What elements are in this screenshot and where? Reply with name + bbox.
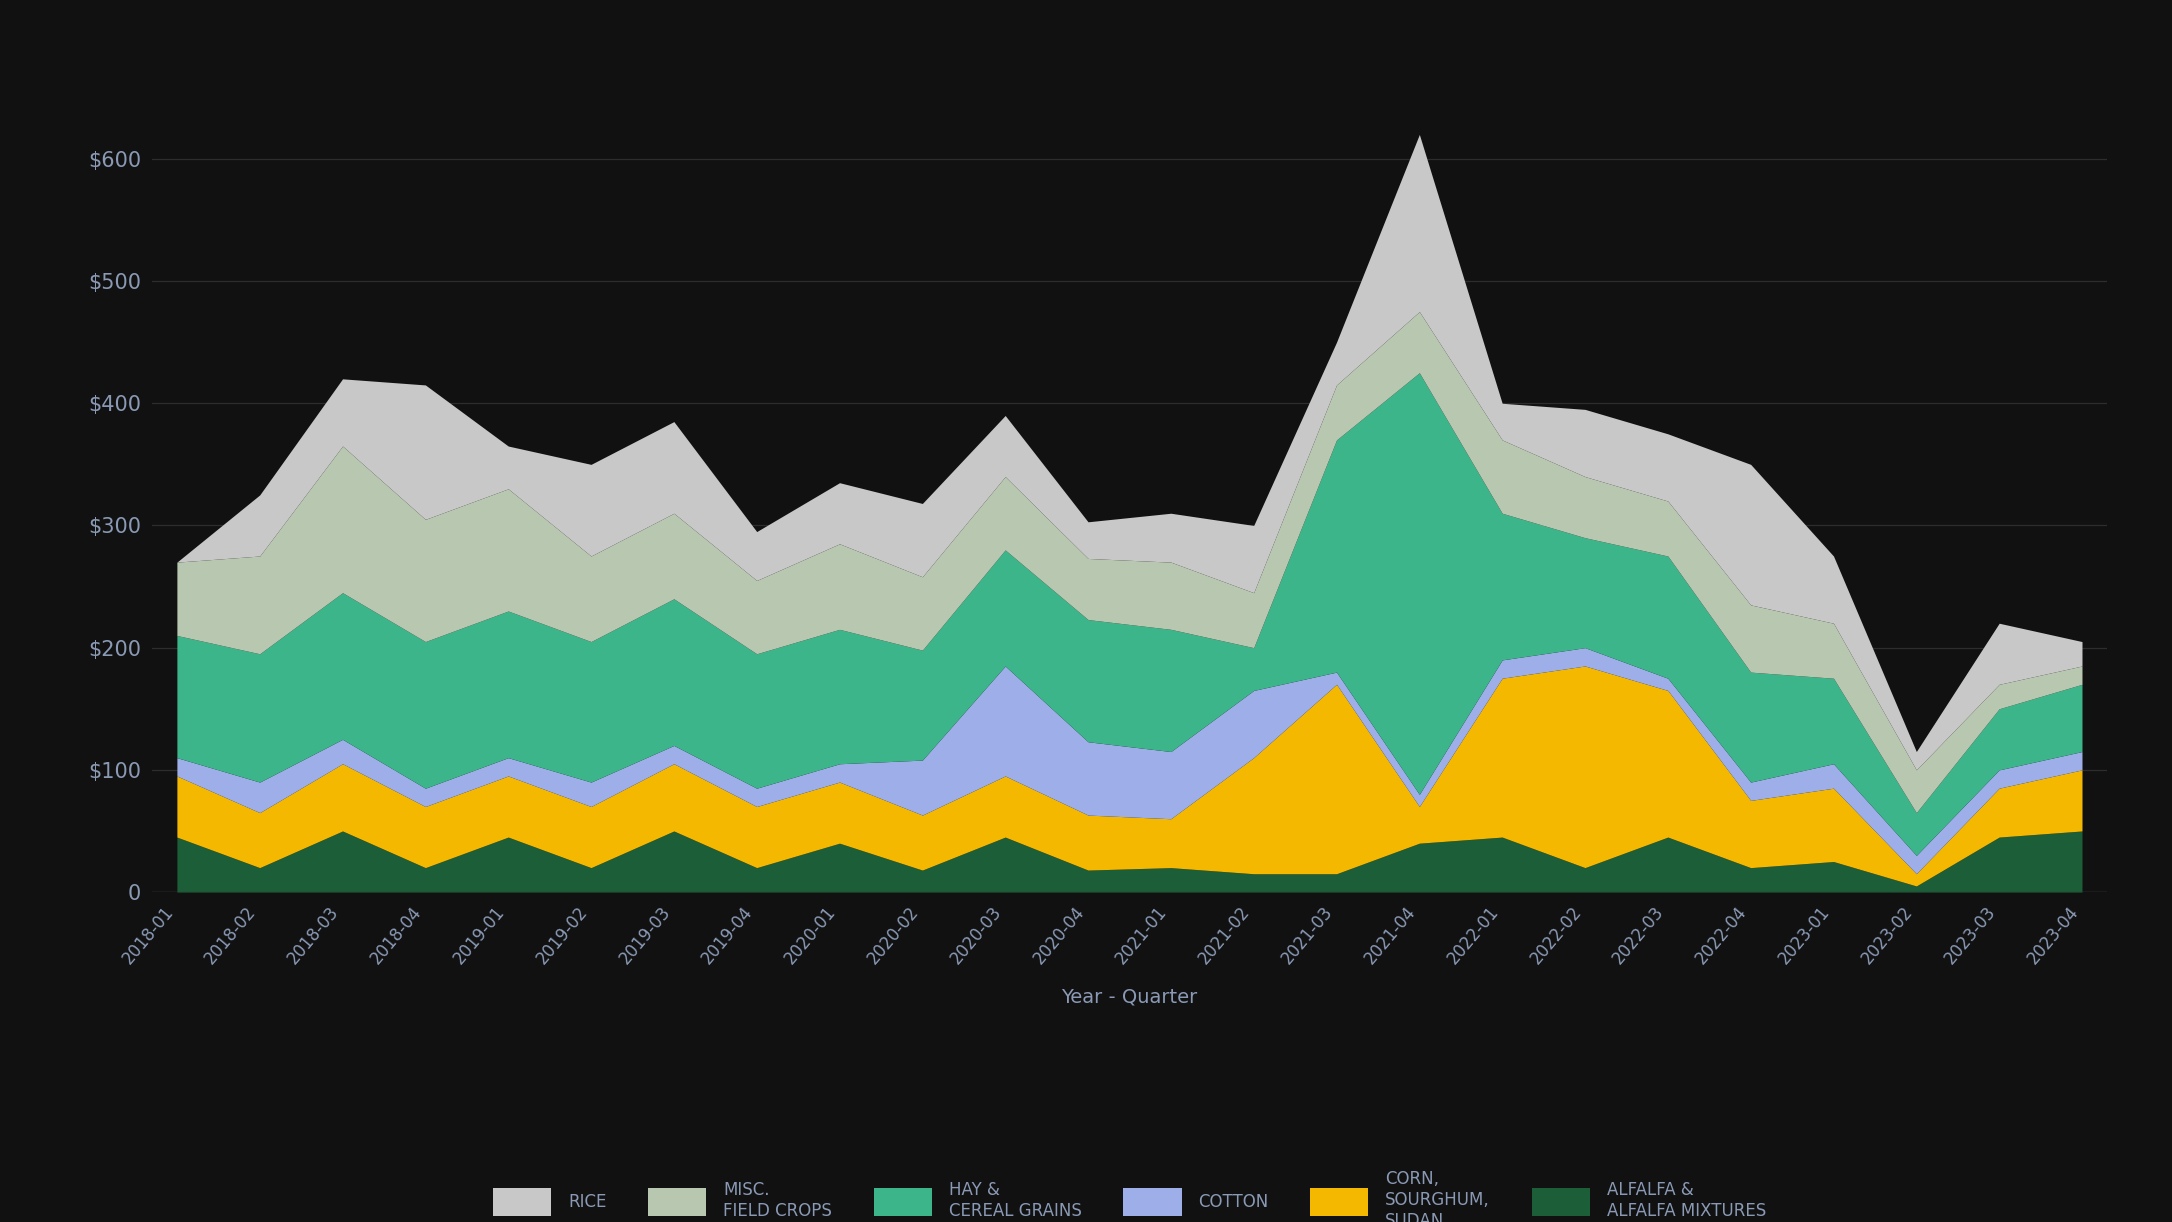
Legend: RICE, MISC.
FIELD CROPS, HAY &
CEREAL GRAINS, COTTON, CORN,
SOURGHUM,
SUDAN, ALF: RICE, MISC. FIELD CROPS, HAY & CEREAL GR… [476, 1154, 1783, 1222]
X-axis label: Year - Quarter: Year - Quarter [1062, 987, 1197, 1007]
